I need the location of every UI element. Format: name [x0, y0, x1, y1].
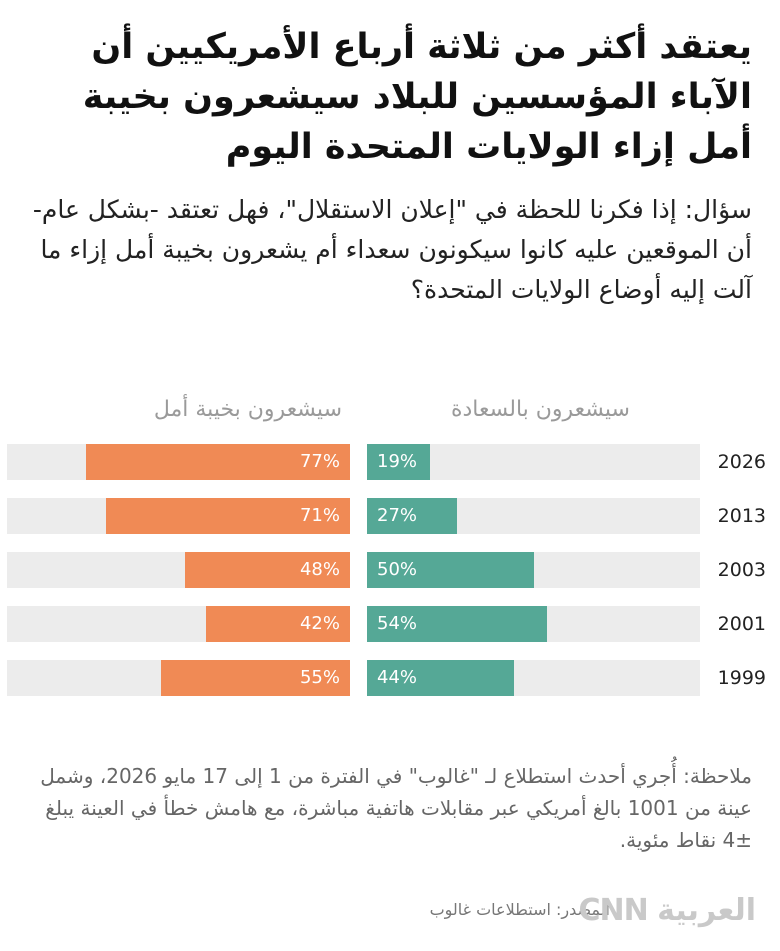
happy-value-label: 44% [377, 667, 418, 688]
year-label: 1999 [717, 667, 766, 689]
disappointed-bar: 77% [85, 444, 350, 480]
disappointed-bar: 71% [106, 498, 350, 534]
happy-value-label: 50% [377, 559, 418, 580]
year-label: 2026 [717, 451, 766, 473]
disappointed-value-label: 48% [299, 559, 340, 580]
legend-happy: سيشعرون بالسعادة [450, 397, 630, 422]
year-label: 2013 [717, 505, 766, 527]
cnn-arabic-logo: CNN العربية [578, 893, 757, 928]
disappointed-bar: 55% [161, 660, 350, 696]
disappointed-value-label: 77% [299, 451, 340, 472]
methodology-note: ملاحظة: أُجري أحدث استطلاع لـ "غالوب" في… [40, 764, 752, 852]
chart-title: يعتقد أكثر من ثلاثة أرباع الأمريكيين أن … [82, 27, 752, 167]
source-label: المصدر: استطلاعات غالوب [429, 900, 610, 919]
happy-value-label: 27% [377, 505, 418, 526]
year-label: 2001 [717, 613, 766, 635]
happy-value-label: 54% [377, 613, 418, 634]
disappointed-bar: 42% [205, 606, 350, 642]
happy-bar: 44% [367, 660, 514, 696]
happy-bar: 19% [367, 444, 431, 480]
happy-value-label: 19% [377, 451, 418, 472]
happy-bar: 50% [367, 552, 534, 588]
legend-disappointed: سيشعرون بخيبة أمل [153, 397, 342, 422]
disappointed-value-label: 42% [299, 613, 340, 634]
happy-bar: 54% [367, 606, 547, 642]
survey-question: سؤال: إذا فكرنا للحظة في "إعلان الاستقلا… [32, 195, 752, 304]
happy-bar: 27% [367, 498, 457, 534]
disappointed-value-label: 71% [299, 505, 340, 526]
disappointed-bar: 48% [185, 552, 350, 588]
year-label: 2003 [717, 559, 766, 581]
disappointed-value-label: 55% [299, 667, 340, 688]
